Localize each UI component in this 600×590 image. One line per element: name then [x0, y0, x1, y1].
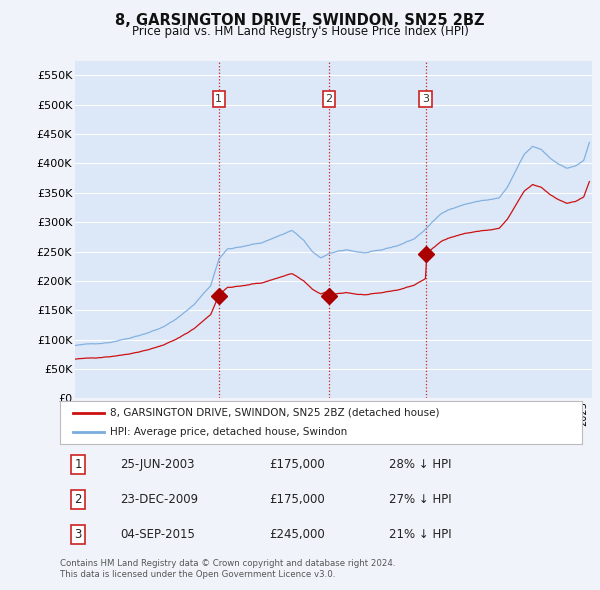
- Text: Price paid vs. HM Land Registry's House Price Index (HPI): Price paid vs. HM Land Registry's House …: [131, 25, 469, 38]
- Text: 21% ↓ HPI: 21% ↓ HPI: [389, 528, 451, 541]
- Text: HPI: Average price, detached house, Swindon: HPI: Average price, detached house, Swin…: [110, 427, 347, 437]
- Text: 1: 1: [74, 458, 82, 471]
- Text: 2: 2: [325, 94, 332, 104]
- Text: 23-DEC-2009: 23-DEC-2009: [120, 493, 198, 506]
- Text: 3: 3: [422, 94, 429, 104]
- Text: Contains HM Land Registry data © Crown copyright and database right 2024.
This d: Contains HM Land Registry data © Crown c…: [60, 559, 395, 579]
- Text: 25-JUN-2003: 25-JUN-2003: [120, 458, 194, 471]
- Text: 3: 3: [74, 528, 82, 541]
- Text: 27% ↓ HPI: 27% ↓ HPI: [389, 493, 451, 506]
- Text: 1: 1: [215, 94, 222, 104]
- Text: £245,000: £245,000: [269, 528, 325, 541]
- Text: £175,000: £175,000: [269, 493, 325, 506]
- Text: 8, GARSINGTON DRIVE, SWINDON, SN25 2BZ (detached house): 8, GARSINGTON DRIVE, SWINDON, SN25 2BZ (…: [110, 408, 439, 418]
- Text: £175,000: £175,000: [269, 458, 325, 471]
- Text: 2: 2: [74, 493, 82, 506]
- Text: 28% ↓ HPI: 28% ↓ HPI: [389, 458, 451, 471]
- Text: 04-SEP-2015: 04-SEP-2015: [120, 528, 195, 541]
- Text: 8, GARSINGTON DRIVE, SWINDON, SN25 2BZ: 8, GARSINGTON DRIVE, SWINDON, SN25 2BZ: [115, 13, 485, 28]
